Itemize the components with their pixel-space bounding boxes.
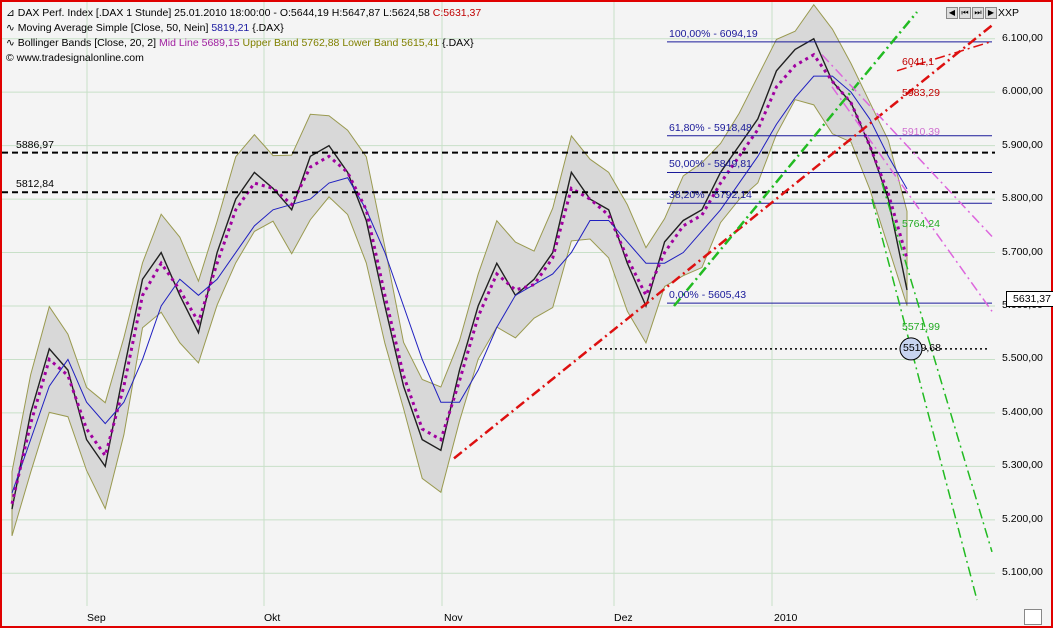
legend-row-ma: ∿ Moving Average Simple [Close, 50, Nein… — [6, 21, 481, 36]
fibonacci-label: 100,00% - 6094,19 — [669, 27, 758, 40]
legend-copyright: © www.tradesignalonline.com — [6, 52, 144, 64]
y-tick-label: 5.400,00 — [1002, 405, 1043, 418]
level-label: 5812,84 — [16, 178, 54, 191]
scroll-start-icon[interactable]: ⏮ — [959, 7, 971, 19]
y-tick-label: 6.100,00 — [1002, 31, 1043, 44]
annotation-label: 6041,1 — [902, 56, 935, 69]
legend-bb-suffix: {.DAX} — [442, 37, 474, 49]
y-tick-label: 5.900,00 — [1002, 138, 1043, 151]
legend-bb-mid: Mid Line 5689,15 — [159, 37, 240, 49]
chart-svg — [2, 2, 995, 606]
annotation-label: 5519,68 — [903, 341, 941, 354]
scroll-left-icon[interactable]: ◀ — [946, 7, 958, 19]
legend-bb-text: Bollinger Bands [Close, 20, 2] — [17, 37, 157, 49]
y-tick-label: 5.300,00 — [1002, 459, 1043, 472]
y-tick-label: 5.200,00 — [1002, 512, 1043, 525]
annotation-label: 5764,24 — [902, 218, 940, 231]
legend-ma-suffix: {.DAX} — [252, 22, 284, 34]
y-tick-label: 6.000,00 — [1002, 85, 1043, 98]
legend-row-instrument: ⊿ DAX Perf. Index [.DAX 1 Stunde] 25.01.… — [6, 6, 481, 21]
legend-bb-lower: Lower Band 5615,41 — [342, 37, 440, 49]
legend-ma-text: Moving Average Simple [Close, 50, Nein] — [17, 22, 209, 34]
window-controls: ◀ ⏮ ⏭ ▶ — [946, 7, 997, 19]
fibonacci-label: 50,00% - 5849,81 — [669, 158, 752, 171]
legend-ma-value: 5819,21 — [211, 22, 250, 34]
legend-ma-icon: ∿ — [6, 22, 15, 34]
legend-row-bollinger: ∿ Bollinger Bands [Close, 20, 2] Mid Lin… — [6, 36, 481, 51]
x-tick-label: 2010 — [774, 612, 798, 624]
trendline-green-down — [871, 198, 978, 601]
fibonacci-label: 61,80% - 5918,48 — [669, 121, 752, 134]
trendline-magenta — [821, 54, 993, 238]
legend-bb-upper: Upper Band 5762,88 — [242, 37, 340, 49]
legend-bb-icon: ∿ — [6, 37, 15, 49]
legend-instrument-icon: ⊿ — [6, 7, 15, 19]
plot-area[interactable] — [2, 2, 995, 606]
y-tick-label: 5.700,00 — [1002, 245, 1043, 258]
chart-legend: ⊿ DAX Perf. Index [.DAX 1 Stunde] 25.01.… — [6, 6, 481, 66]
fibonacci-label: 0,00% - 5605,43 — [669, 289, 747, 302]
trendline-green — [673, 11, 918, 307]
bollinger-band-area — [11, 3, 908, 536]
series-line-moving-average — [11, 75, 908, 494]
y-tick-label: 5.800,00 — [1002, 192, 1043, 205]
symbol-label: XXP — [998, 7, 1020, 19]
x-tick-label: Nov — [444, 612, 463, 624]
annotation-label: 5571,99 — [902, 320, 940, 333]
series-line-bollinger-mid — [10, 52, 909, 505]
trendline-red-upper — [896, 40, 993, 72]
target-circle — [899, 337, 923, 361]
trendline-green-down-2 — [881, 182, 993, 553]
resize-corner-icon[interactable] — [1024, 609, 1042, 625]
x-tick-label: Sep — [87, 612, 106, 624]
last-price-tag: 5631,37 — [1006, 291, 1053, 307]
series-line-price — [11, 37, 908, 510]
fibonacci-label: 38,20% - 5792,14 — [669, 189, 752, 202]
annotation-label: 5983,29 — [902, 87, 940, 100]
x-tick-label: Okt — [264, 612, 281, 624]
trendline-red — [453, 24, 993, 460]
legend-close-value: C:5631,37 — [432, 7, 482, 19]
scroll-right-icon[interactable]: ▶ — [985, 7, 997, 19]
y-tick-label: 5.100,00 — [1002, 566, 1043, 579]
legend-instrument-text: DAX Perf. Index [.DAX 1 Stunde] 25.01.20… — [17, 7, 430, 19]
x-tick-label: Dez — [614, 612, 633, 624]
level-label: 5886,97 — [16, 138, 54, 151]
trendline-magenta-2 — [831, 86, 993, 312]
scroll-end-icon[interactable]: ⏭ — [972, 7, 984, 19]
y-tick-label: 5.500,00 — [1002, 352, 1043, 365]
annotation-label: 5910,39 — [902, 126, 940, 139]
